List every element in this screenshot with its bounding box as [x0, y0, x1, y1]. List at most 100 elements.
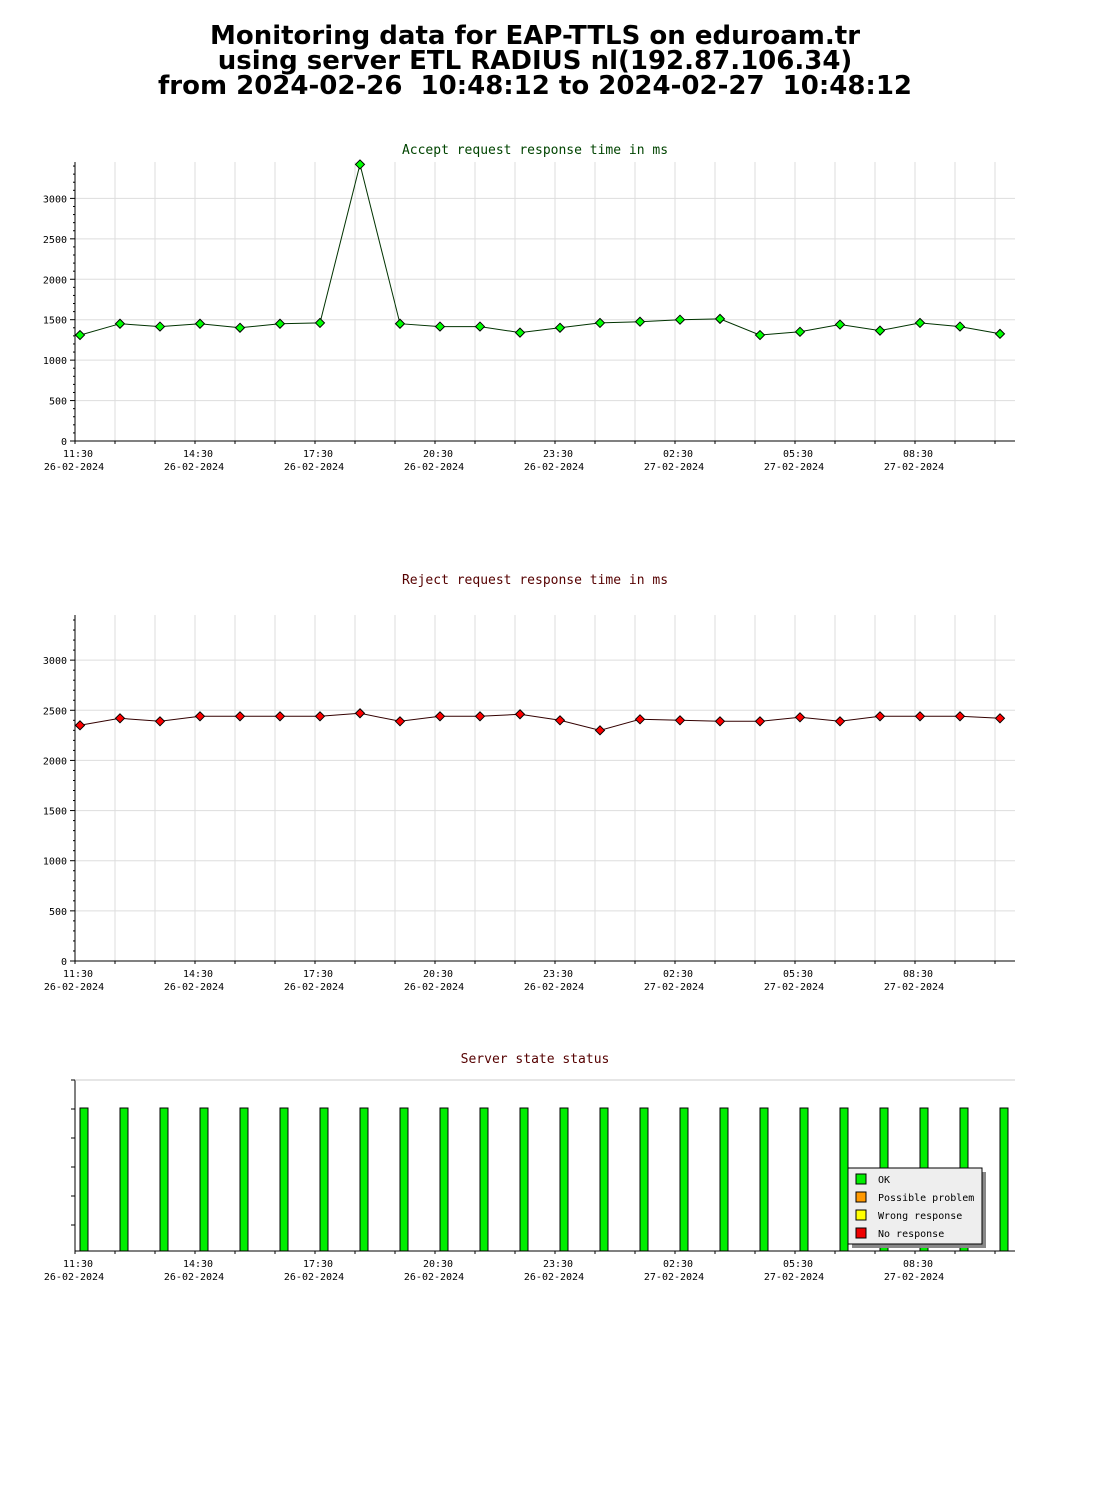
x-tick-time: 02:30	[663, 449, 693, 460]
x-tick-date: 26-02-2024	[284, 1272, 344, 1283]
status-bar	[279, 1107, 289, 1252]
x-tick-time: 05:30	[783, 449, 813, 460]
x-tick-label: 17:30 26-02-2024	[284, 969, 344, 993]
data-point	[874, 325, 886, 336]
status-bar	[719, 1107, 729, 1252]
x-tick-date: 26-02-2024	[524, 982, 584, 993]
x-tick-time: 11:30	[63, 1259, 93, 1270]
status-bar	[79, 1107, 89, 1252]
x-tick-date: 27-02-2024	[644, 1272, 704, 1283]
x-tick-time: 14:30	[183, 1259, 213, 1270]
x-tick-label: 14:30 26-02-2024	[164, 969, 224, 993]
data-point	[714, 716, 726, 727]
x-tick-label: 08:30 27-02-2024	[884, 1259, 944, 1283]
x-tick-time: 17:30	[303, 969, 333, 980]
x-tick-time: 02:30	[663, 1259, 693, 1270]
x-tick-label: 20:30 26-02-2024	[404, 449, 464, 473]
x-tick-date: 27-02-2024	[884, 982, 944, 993]
data-point	[474, 321, 486, 332]
y-tick-label: 2000	[43, 275, 67, 286]
y-tick-label: 0	[61, 437, 67, 448]
series-line	[79, 712, 1001, 731]
series-line	[79, 164, 1001, 336]
data-point	[914, 317, 926, 329]
x-tick-date: 27-02-2024	[764, 462, 824, 473]
x-tick-date: 27-02-2024	[644, 982, 704, 993]
legend-label: No response	[878, 1229, 944, 1240]
x-tick-date: 26-02-2024	[404, 982, 464, 993]
x-tick-date: 27-02-2024	[764, 982, 824, 993]
data-point	[594, 317, 606, 329]
x-tick-label: 20:30 26-02-2024	[404, 969, 464, 993]
status-bar	[319, 1107, 329, 1252]
chart-0: Accept request response time in ms 0 500 10…	[43, 143, 1015, 473]
data-point	[994, 713, 1006, 724]
data-point	[394, 318, 406, 329]
x-tick-label: 11:30 26-02-2024	[44, 449, 104, 473]
x-tick-label: 14:30 26-02-2024	[164, 1259, 224, 1283]
data-point	[514, 327, 526, 338]
legend-label: Wrong response	[878, 1211, 962, 1222]
page-title: Monitoring data for EAP-TTLS on eduroam.…	[0, 21, 1070, 101]
status-bar	[759, 1107, 769, 1252]
data-point	[794, 326, 806, 338]
x-tick-label: 02:30 27-02-2024	[644, 969, 704, 993]
y-tick-label: 3000	[43, 656, 67, 667]
status-bar	[999, 1107, 1009, 1252]
x-tick-label: 08:30 27-02-2024	[884, 449, 944, 473]
x-tick-date: 26-02-2024	[524, 462, 584, 473]
status-bar	[559, 1107, 569, 1252]
data-point	[234, 711, 246, 722]
x-tick-label: 05:30 27-02-2024	[764, 969, 824, 993]
y-tick-label: 2500	[43, 235, 67, 246]
data-point	[834, 716, 846, 727]
data-point	[394, 716, 406, 727]
x-tick-time: 23:30	[543, 449, 573, 460]
data-point	[354, 708, 366, 719]
data-point	[154, 321, 166, 332]
status-bar	[519, 1107, 529, 1252]
title-line-2: using server ETL RADIUS nl(192.87.106.34…	[217, 46, 853, 76]
data-point	[434, 321, 446, 332]
data-point	[274, 711, 286, 722]
legend-box	[847, 1167, 983, 1245]
data-point	[754, 329, 766, 341]
status-bar	[479, 1107, 489, 1252]
data-point	[634, 714, 646, 725]
title-line-3: from 2024-02-26 10:48:12 to 2024-02-27 1…	[157, 71, 913, 101]
x-tick-time: 20:30	[423, 449, 453, 460]
y-tick-label: 0	[61, 957, 67, 968]
data-point	[834, 319, 846, 330]
data-point	[114, 318, 126, 329]
x-tick-date: 26-02-2024	[164, 1272, 224, 1283]
x-tick-date: 26-02-2024	[404, 462, 464, 473]
legend-swatch	[855, 1209, 867, 1221]
data-point	[114, 713, 126, 724]
x-tick-label: 11:30 26-02-2024	[44, 969, 104, 993]
x-tick-date: 26-02-2024	[44, 1272, 104, 1283]
x-tick-date: 27-02-2024	[884, 462, 944, 473]
title-line-1: Monitoring data for EAP-TTLS on eduroam.…	[209, 21, 861, 51]
data-point	[994, 328, 1006, 340]
data-point	[874, 711, 886, 722]
data-point	[514, 709, 526, 720]
x-tick-date: 27-02-2024	[764, 1272, 824, 1283]
chart-2: Server state status 11:30 26-02-2024 14:30 2…	[44, 1052, 1015, 1283]
data-point	[674, 314, 686, 325]
y-tick-label: 1500	[43, 316, 67, 327]
status-bar	[399, 1107, 409, 1252]
data-point	[74, 720, 86, 731]
data-point	[474, 711, 486, 722]
y-tick-label: 2000	[43, 756, 67, 767]
x-tick-label: 20:30 26-02-2024	[404, 1259, 464, 1283]
x-tick-date: 27-02-2024	[644, 462, 704, 473]
x-tick-time: 08:30	[903, 969, 933, 980]
x-tick-time: 08:30	[903, 1259, 933, 1270]
x-tick-time: 02:30	[663, 969, 693, 980]
data-point	[714, 313, 726, 325]
data-point	[354, 159, 366, 170]
data-point	[314, 711, 326, 722]
y-tick-label: 1000	[43, 857, 67, 868]
x-tick-label: 02:30 27-02-2024	[644, 1259, 704, 1283]
